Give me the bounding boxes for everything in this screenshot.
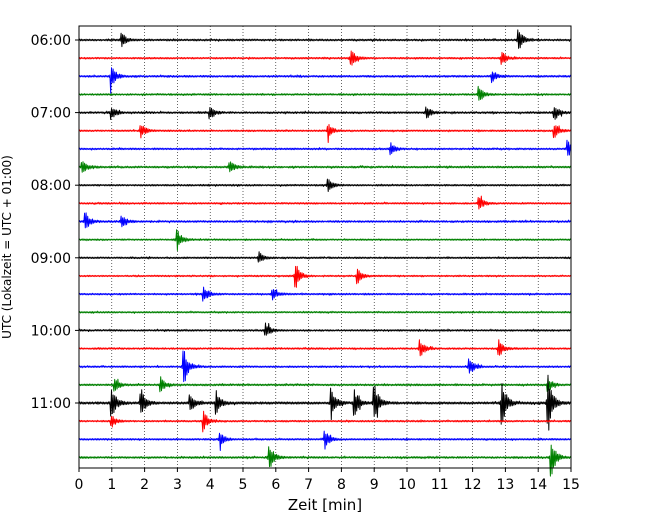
trace-line xyxy=(78,161,572,173)
trace-line xyxy=(78,195,572,210)
trace-line xyxy=(78,374,572,431)
trace-line xyxy=(78,67,572,94)
y-axis-label: UTC (Lokalzeit = UTC + 01:00) xyxy=(0,155,14,339)
trace-line xyxy=(78,229,572,251)
trace-line xyxy=(78,265,572,288)
x-tick-label: 2 xyxy=(140,477,149,493)
trace-line xyxy=(78,29,572,49)
x-tick-label: 9 xyxy=(370,477,379,493)
x-tick-label: 12 xyxy=(464,477,482,493)
y-tick-label: 11:00 xyxy=(31,396,71,412)
x-tick-label: 5 xyxy=(239,477,248,493)
trace-line xyxy=(78,85,572,101)
x-tick-label: 7 xyxy=(304,477,313,493)
x-axis-ticks: 0 1 2 3 4 5 6 7 8 9 10 11 12 13 14 15 xyxy=(75,468,580,493)
trace-line xyxy=(78,139,572,156)
trace-line xyxy=(78,124,572,143)
x-tick-label: 11 xyxy=(431,477,449,493)
trace-line xyxy=(78,322,572,336)
y-tick-label: 10:00 xyxy=(31,323,71,339)
x-tick-label: 3 xyxy=(173,477,182,493)
x-tick-label: 14 xyxy=(529,477,547,493)
y-tick-label: 08:00 xyxy=(31,178,71,194)
trace-line xyxy=(78,212,572,229)
trace-line xyxy=(78,410,572,433)
x-tick-label: 15 xyxy=(562,477,580,493)
trace-line xyxy=(78,178,572,192)
y-tick-label: 06:00 xyxy=(31,33,71,49)
trace-line xyxy=(78,339,572,357)
trace-line xyxy=(78,350,572,383)
trace-line xyxy=(78,376,572,393)
x-tick-label: 4 xyxy=(206,477,215,493)
x-tick-label: 6 xyxy=(271,477,280,493)
x-axis-label: Zeit [min] xyxy=(288,496,362,514)
x-tick-label: 8 xyxy=(337,477,346,493)
trace-line xyxy=(78,251,572,263)
y-tick-label: 09:00 xyxy=(31,251,71,267)
x-tick-label: 10 xyxy=(398,477,416,493)
plot-frame xyxy=(78,25,572,469)
trace-line xyxy=(78,310,572,314)
seismic-traces xyxy=(78,29,572,477)
y-axis-ticks: 06:00 07:00 08:00 09:00 10:00 11:00 xyxy=(31,33,79,412)
x-tick-label: 1 xyxy=(107,477,116,493)
trace-line xyxy=(78,106,572,120)
grid-lines xyxy=(111,26,539,468)
trace-line xyxy=(78,444,572,477)
x-tick-label: 13 xyxy=(496,477,514,493)
y-tick-label: 07:00 xyxy=(31,106,71,122)
trace-line xyxy=(78,50,572,66)
x-tick-label: 0 xyxy=(75,477,84,493)
trace-line xyxy=(78,430,572,451)
trace-line xyxy=(78,286,572,302)
